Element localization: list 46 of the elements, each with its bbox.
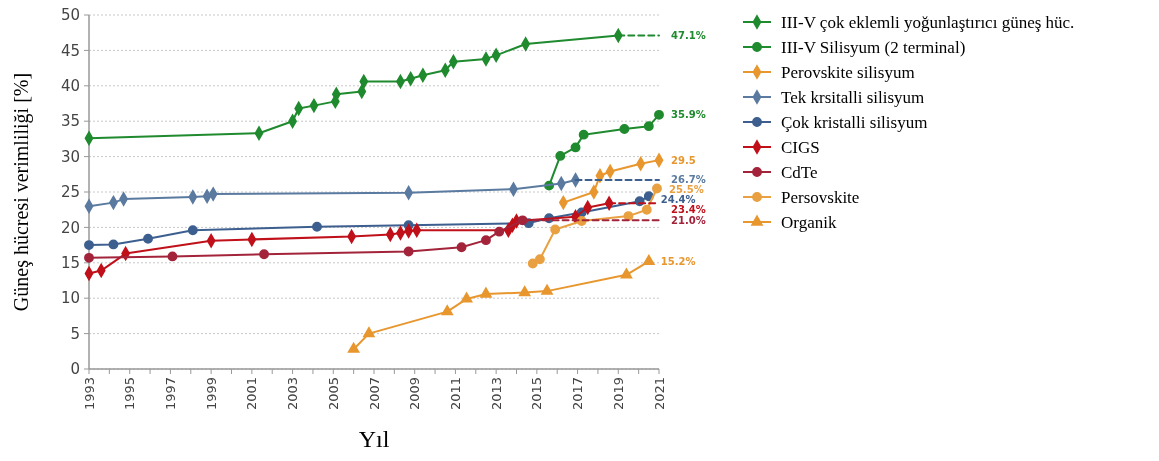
y-tick-label: 10 <box>60 289 80 308</box>
legend-label: CIGS <box>781 137 820 157</box>
legend-label: Organik <box>781 212 837 232</box>
legend-label: III-V Silisyum (2 terminal) <box>781 37 966 57</box>
y-tick-label: 25 <box>60 183 80 202</box>
y-tick-label: 50 <box>60 6 80 25</box>
legend-label: Persovskite <box>781 187 860 207</box>
x-axis-title: Yıl <box>358 426 390 452</box>
x-tick-label: 2017 <box>570 377 586 411</box>
x-tick-label: 1997 <box>162 377 178 411</box>
legend-label: CdTe <box>781 162 818 182</box>
y-tick-label: 45 <box>60 41 80 60</box>
legend-label: Tek krsitalli silisyum <box>781 87 925 107</box>
x-tick-label: 2009 <box>407 377 423 411</box>
x-tick-label: 2007 <box>366 377 382 411</box>
y-axis-title: Güneş hücresi verimliliği [%] <box>10 72 33 312</box>
x-tick-label: 2013 <box>488 377 504 411</box>
annotation: 24.4% <box>660 194 696 206</box>
annotation: 35.9% <box>671 109 706 121</box>
legend-label: Perovskite silisyum <box>781 62 915 82</box>
y-tick-label: 35 <box>60 112 80 131</box>
y-tick-label: 15 <box>60 254 80 273</box>
x-tick-label: 2003 <box>285 377 301 411</box>
y-tick-label: 40 <box>60 77 80 96</box>
y-tick-label: 0 <box>70 360 80 379</box>
y-tick-label: 5 <box>70 324 80 343</box>
x-tick-label: 1993 <box>81 377 97 411</box>
x-tick-label: 2005 <box>325 377 341 411</box>
x-tick-label: 2019 <box>610 377 626 411</box>
annotation: 21.0% <box>671 214 706 226</box>
legend-label: Çok kristalli silisyum <box>781 112 928 132</box>
legend-label: III-V çok eklemli yoğunlaştırıcı güneş hüc. <box>781 12 1075 32</box>
annotation: 47.1% <box>671 30 706 42</box>
x-tick-label: 2021 <box>651 377 667 411</box>
y-tick-label: 30 <box>60 147 80 166</box>
x-tick-label: 2001 <box>244 377 260 411</box>
y-tick-label: 20 <box>60 218 80 237</box>
annotation: 26.7% <box>671 174 706 186</box>
x-tick-label: 1999 <box>203 377 219 411</box>
annotation: 29.5 <box>671 154 696 166</box>
x-tick-label: 2015 <box>529 377 545 411</box>
x-tick-label: 2011 <box>447 377 463 411</box>
annotation: 15.2% <box>660 255 696 267</box>
x-tick-label: 1995 <box>122 377 138 411</box>
annotation: 25.5% <box>668 184 704 196</box>
annotation: 23.4% <box>671 204 706 216</box>
